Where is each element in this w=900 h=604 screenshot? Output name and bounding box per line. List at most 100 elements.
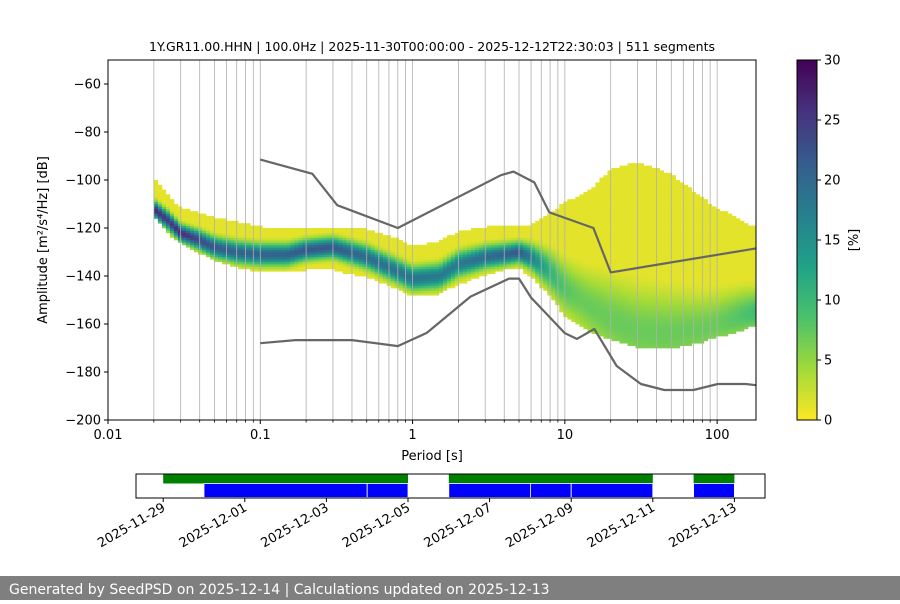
heatmap-cell [687, 314, 693, 318]
heatmap-cell [422, 266, 428, 270]
heatmap-cell [499, 249, 504, 253]
heatmap-cell [715, 271, 721, 274]
heatmap-cell [571, 247, 576, 250]
heatmap-cell [406, 261, 412, 265]
heatmap-cell [639, 316, 644, 320]
heatmap-cell [679, 220, 685, 224]
heatmap-cell [202, 237, 207, 241]
heatmap-cell [667, 273, 673, 277]
heatmap-cell [487, 259, 492, 262]
heatmap-cell [551, 237, 556, 241]
heatmap-cell [470, 232, 476, 236]
heatmap-cell [354, 230, 359, 234]
heatmap-cell [563, 297, 568, 301]
heatmap-cell [587, 216, 592, 219]
heatmap-cell [559, 254, 564, 258]
heatmap-cell [719, 288, 725, 291]
heatmap-cell [683, 295, 689, 298]
heatmap-cell [727, 326, 733, 330]
heatmap-cell [230, 254, 235, 258]
heatmap-cell [603, 235, 608, 238]
heatmap-cell [679, 328, 685, 332]
heatmap-cell [603, 184, 608, 188]
heatmap-cell [611, 244, 616, 248]
heatmap-cell [214, 252, 219, 255]
heatmap-cell [218, 254, 223, 258]
heatmap-cell [723, 304, 729, 308]
heatmap-cell [430, 285, 436, 289]
heatmap-cell [157, 196, 163, 200]
heatmap-cell [306, 244, 311, 248]
heatmap-cell [181, 216, 187, 219]
heatmap-cell [198, 237, 203, 241]
heatmap-cell [603, 223, 608, 226]
heatmap-cell [185, 220, 191, 224]
heatmap-cell [462, 242, 468, 246]
heatmap-cell [358, 256, 363, 260]
heatmap-cell [579, 261, 584, 265]
heatmap-cell [282, 264, 287, 267]
heatmap-cell [719, 292, 725, 296]
heatmap-cell [495, 249, 500, 253]
heatmap-cell [639, 276, 644, 279]
heatmap-cell [362, 232, 367, 236]
heatmap-cell [438, 254, 444, 258]
heatmap-cell [695, 283, 701, 286]
heatmap-cell [543, 278, 548, 282]
heatmap-cell [643, 312, 648, 315]
heatmap-cell [723, 290, 729, 294]
heatmap-cell [623, 285, 628, 289]
heatmap-cell [571, 242, 576, 246]
heatmap-cell [169, 211, 175, 214]
heatmap-cell [322, 228, 327, 231]
heatmap-cell [462, 247, 468, 250]
heatmap-cell [735, 302, 741, 306]
heatmap-cell [402, 252, 408, 255]
heatmap-cell [543, 237, 548, 241]
heatmap-cell [695, 328, 701, 332]
heatmap-cell [691, 288, 697, 291]
heatmap-cell [619, 225, 624, 229]
heatmap-cell [607, 170, 612, 174]
heatmap-cell [278, 235, 283, 238]
heatmap-cell [177, 218, 183, 222]
heatmap-cell [687, 309, 693, 313]
heatmap-cell [667, 177, 673, 181]
heatmap-cell [691, 254, 697, 258]
heatmap-cell [202, 232, 207, 236]
heatmap-cell [543, 240, 548, 243]
heatmap-cell [173, 237, 179, 241]
heatmap-cell [619, 283, 624, 286]
heatmap-cell [667, 302, 673, 306]
heatmap-cell [631, 182, 636, 186]
heatmap-cell [173, 230, 179, 234]
heatmap-cell [434, 252, 440, 255]
heatmap-cell [639, 295, 644, 298]
heatmap-cell [161, 225, 167, 229]
heatmap-cell [619, 261, 624, 265]
heatmap-cell [627, 220, 632, 224]
heatmap-cell [607, 280, 612, 284]
heatmap-cell [611, 331, 616, 334]
heatmap-cell [222, 261, 227, 265]
heatmap-cell [691, 266, 697, 270]
heatmap-cell [282, 261, 287, 265]
heatmap-cell [274, 242, 279, 246]
heatmap-cell [703, 328, 709, 332]
heatmap-cell [735, 240, 741, 243]
heatmap-cell [511, 240, 516, 243]
heatmap-cell [563, 266, 568, 270]
heatmap-cell [723, 230, 729, 234]
heatmap-cell [282, 228, 287, 231]
heatmap-cell [354, 268, 359, 272]
heatmap-cell [306, 240, 311, 243]
heatmap-cell [306, 247, 311, 250]
heatmap-cell [350, 268, 355, 272]
heatmap-cell [679, 309, 685, 313]
heatmap-cell [254, 242, 259, 246]
heatmap-cell [350, 264, 355, 267]
heatmap-cell [691, 201, 697, 205]
heatmap-cell [294, 244, 299, 248]
heatmap-cell [406, 280, 412, 284]
heatmap-cell [615, 187, 620, 190]
